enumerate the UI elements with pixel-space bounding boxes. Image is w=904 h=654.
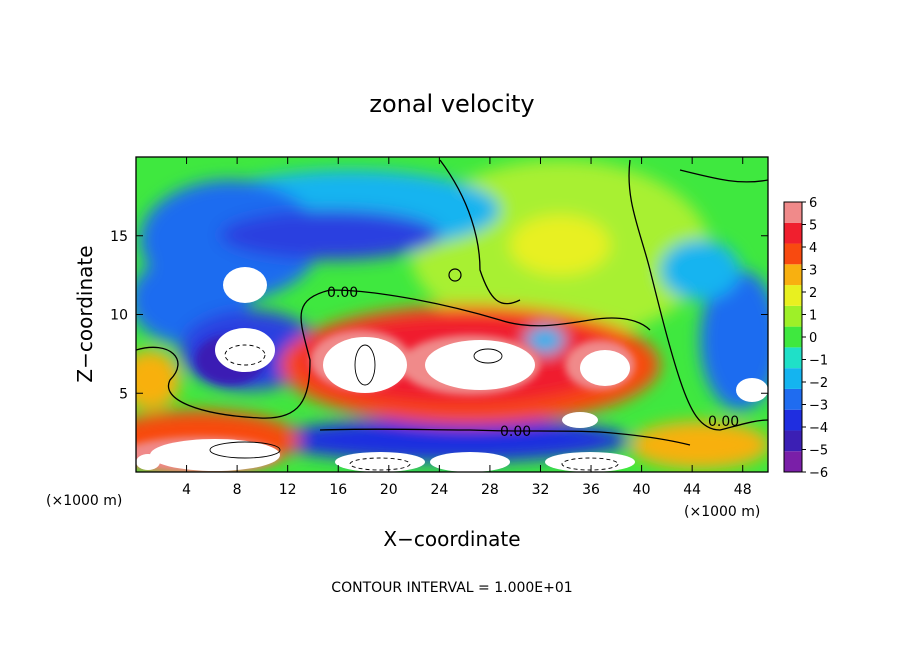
y-axis: 5 10 15: [110, 229, 768, 402]
colorbar-tick-label: 3: [809, 264, 817, 279]
y-tick-label: 10: [110, 308, 128, 324]
colorbar-swatch: [784, 326, 802, 348]
y-tick-label: 5: [119, 386, 128, 402]
x-tick-label: 4: [182, 482, 191, 498]
colorbar-tick-label: 4: [809, 241, 817, 256]
colorbar-swatch: [784, 222, 802, 244]
x-tick-label: 24: [430, 482, 448, 498]
x-tick-label: 16: [329, 482, 347, 498]
colorbar-tick-label: −5: [809, 444, 828, 459]
x-axis-label: X−coordinate: [383, 527, 520, 551]
contour-label: 0.00: [327, 285, 358, 301]
x-tick-label: 28: [481, 482, 499, 498]
y-tick-label: 15: [110, 229, 128, 245]
colorbar-tick-label: 5: [809, 219, 817, 234]
chart-title: zonal velocity: [369, 90, 534, 118]
colorbar-swatch: [784, 368, 802, 389]
contour-label: 0.00: [500, 424, 531, 440]
colorbar-swatch: [784, 347, 802, 369]
x-tick-label: 8: [233, 482, 242, 498]
colorbar-swatch: [784, 264, 802, 286]
x-tick-label: 40: [633, 482, 651, 498]
y-axis-label: Z−coordinate: [73, 245, 97, 382]
colorbar-swatch: [784, 409, 802, 431]
contour-label: 0.00: [708, 414, 739, 430]
colorbar-tick-label: 1: [809, 309, 817, 324]
colorbar-swatch: [784, 243, 802, 265]
colorbar-tick-label: −6: [809, 466, 828, 481]
x-tick-label: 36: [582, 482, 600, 498]
colorbar-swatch: [784, 388, 802, 410]
x-unit-left: (×1000 m): [46, 493, 122, 509]
colorbar-tick-label: 0: [809, 331, 817, 346]
colorbar-tick-label: −4: [809, 421, 828, 436]
colorbar-swatch: [784, 305, 802, 327]
colorbar-swatch: [784, 451, 802, 472]
x-tick-label: 32: [532, 482, 550, 498]
x-axis: 4 8 12 16 20 24 28 32 36 40 44 48: [182, 157, 752, 498]
contour-interval-note: CONTOUR INTERVAL = 1.000E+01: [331, 580, 572, 596]
heatmap-field: [136, 157, 768, 472]
colorbar: 6 5 4 3 2 1 0 −1 −2 −3 −4 −5 −6: [783, 196, 828, 481]
colorbar-tick-label: 6: [809, 196, 817, 211]
colorbar-swatch: [784, 285, 802, 306]
x-tick-label: 12: [279, 482, 297, 498]
colorbar-tick-label: −3: [809, 399, 828, 414]
colorbar-tick-label: 2: [809, 286, 817, 301]
colorbar-swatch: [784, 430, 802, 452]
colorbar-swatch: [784, 202, 802, 223]
x-tick-label: 20: [380, 482, 398, 498]
colorbar-tick-label: −1: [809, 354, 828, 369]
x-tick-label: 48: [734, 482, 752, 498]
x-tick-label: 44: [683, 482, 701, 498]
colorbar-tick-label: −2: [809, 376, 828, 391]
x-unit-right: (×1000 m): [684, 504, 760, 520]
